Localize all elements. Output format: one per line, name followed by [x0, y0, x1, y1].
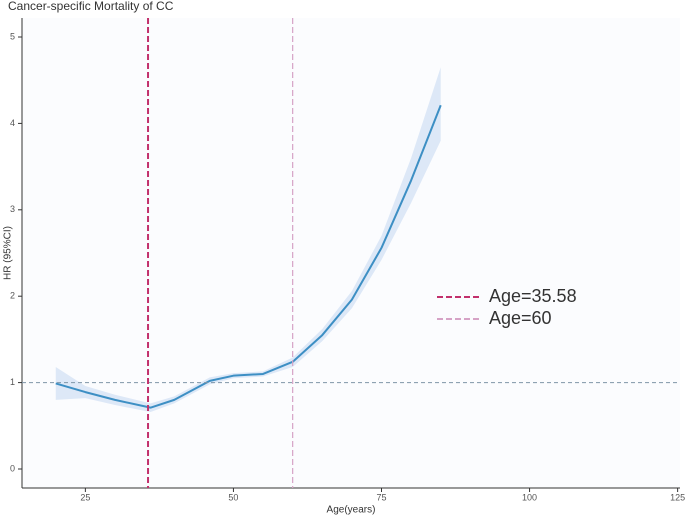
x-tick-label: 75 [376, 492, 386, 502]
legend-label: Age=60 [489, 308, 552, 328]
x-tick-label: 125 [670, 492, 685, 502]
plot-background [22, 18, 680, 488]
y-tick-label: 5 [10, 31, 15, 41]
hr-line [55, 104, 442, 409]
x-tick-label: 50 [228, 492, 238, 502]
y-tick-label: 4 [10, 118, 15, 128]
y-tick-label: 0 [10, 463, 15, 473]
y-tick-label: 3 [10, 204, 15, 214]
x-tick-label: 100 [522, 492, 537, 502]
y-tick-label: 2 [10, 291, 15, 301]
y-tick-label: 1 [10, 377, 15, 387]
y-axis-label: HR (95%CI) [3, 226, 14, 280]
x-axis-label: Age(years) [327, 505, 376, 516]
x-tick-label: 25 [80, 492, 90, 502]
chart-title: Cancer-specific Mortality of CC [8, 0, 174, 13]
legend-label: Age=35.58 [489, 286, 577, 306]
